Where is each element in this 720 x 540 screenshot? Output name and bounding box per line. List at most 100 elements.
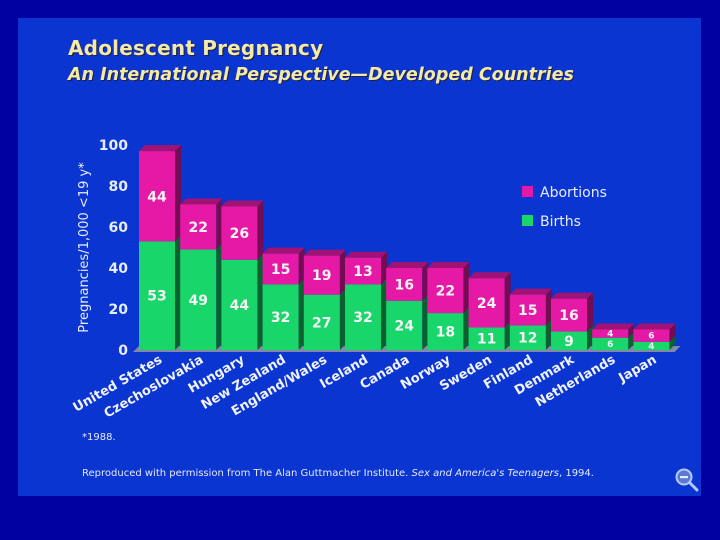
bar-births-side	[339, 288, 346, 350]
bar-abortions-top	[427, 262, 470, 268]
value-label-abortions: 15	[518, 303, 537, 319]
bar-births	[509, 325, 546, 350]
credit-book-title: Sex and America's Teenagers	[411, 468, 559, 479]
bar-abortions	[386, 268, 423, 301]
legend-label-abortions: Abortions	[540, 185, 607, 201]
bar-births-side	[175, 235, 181, 350]
value-label-births: 32	[271, 310, 290, 326]
bar-births	[427, 313, 464, 350]
value-label-births: 6	[607, 340, 613, 350]
bar-births	[139, 241, 175, 350]
bar-births-side	[669, 335, 676, 350]
bar-abortions	[592, 329, 629, 338]
bar-abortions-top	[303, 249, 346, 256]
value-label-abortions: 22	[436, 284, 455, 300]
category-label: Japan	[616, 352, 660, 386]
bar-abortions-top	[180, 198, 223, 205]
bar-abortions-side	[463, 262, 470, 314]
credit-prefix: Reproduced with permission from The Alan…	[82, 468, 412, 479]
credit-text: Reproduced with permission from The Alan…	[82, 468, 602, 479]
bar-abortions-side	[587, 292, 593, 332]
value-label-abortions: 24	[477, 296, 497, 312]
footnote: *1988.	[82, 432, 116, 443]
value-label-abortions: 13	[353, 264, 372, 280]
value-label-abortions: 26	[230, 226, 249, 242]
bar-abortions	[262, 253, 299, 285]
bar-abortions	[221, 206, 258, 260]
value-label-abortions: 19	[312, 268, 331, 284]
bar-abortions	[139, 151, 175, 242]
y-tick-label: 40	[109, 261, 129, 277]
bar-births-side	[545, 319, 552, 350]
bar-abortions	[427, 268, 464, 314]
value-label-births: 24	[394, 318, 414, 334]
legend-label-births: Births	[540, 214, 581, 230]
bar-abortions	[303, 255, 340, 295]
bar-abortions-side	[298, 247, 305, 285]
bar-abortions-top	[592, 323, 635, 330]
value-label-abortions: 22	[188, 220, 207, 236]
value-label-abortions: 15	[271, 262, 290, 278]
value-label-abortions: 4	[607, 330, 613, 340]
y-tick-label: 0	[118, 343, 128, 359]
bar-births-side	[381, 278, 387, 350]
y-tick-label: 60	[109, 220, 129, 236]
bar-births-side	[257, 253, 264, 350]
value-label-births: 27	[312, 315, 331, 331]
bar-abortions-side	[339, 249, 346, 295]
bar-abortions-top	[509, 288, 552, 295]
bar-abortions-side	[257, 200, 264, 260]
stacked-bar-chart: Pregnancies/1,000 <19 y*0204060801004453…	[71, 138, 681, 418]
bar-abortions-top	[262, 247, 305, 254]
value-label-abortions: 6	[648, 332, 654, 342]
bar-abortions-side	[545, 288, 552, 326]
value-label-abortions: 16	[559, 308, 578, 324]
y-tick-label: 100	[99, 138, 128, 154]
y-axis-label: Pregnancies/1,000 <19 y*	[77, 162, 92, 333]
bar-abortions-side	[504, 272, 511, 328]
bar-births-side	[463, 307, 470, 350]
bar-births	[221, 259, 258, 350]
value-label-births: 53	[147, 289, 166, 305]
bar-births	[386, 300, 423, 350]
bar-births	[633, 341, 670, 350]
value-label-births: 18	[436, 325, 455, 341]
bar-births-side	[504, 321, 511, 350]
bar-births	[551, 331, 587, 350]
value-label-births: 49	[188, 293, 207, 309]
value-label-births: 4	[648, 342, 654, 352]
bar-abortions-side	[216, 198, 223, 250]
slide-panel: Adolescent Pregnancy An International Pe…	[18, 18, 701, 496]
value-label-births: 44	[230, 298, 250, 314]
bar-abortions	[345, 257, 381, 285]
value-label-births: 11	[477, 332, 496, 348]
zoom-out-magnifier-icon[interactable]	[674, 467, 700, 493]
bar-abortions-top	[633, 323, 676, 330]
bar-births	[262, 284, 299, 350]
bar-abortions-side	[422, 262, 429, 301]
bar-abortions	[468, 278, 505, 328]
value-label-abortions: 44	[147, 189, 167, 205]
value-label-births: 9	[564, 334, 574, 350]
value-label-abortions: 16	[394, 277, 413, 293]
bar-births-side	[298, 278, 305, 350]
bar-births	[468, 327, 505, 350]
bar-abortions-side	[669, 323, 676, 342]
bar-abortions-top	[468, 272, 511, 279]
bar-abortions	[509, 294, 546, 326]
legend-swatch-abortions	[522, 186, 533, 197]
bar-abortions-side	[628, 323, 635, 338]
chart-subtitle: An International Perspective—Developed C…	[68, 65, 574, 85]
credit-suffix: , 1994.	[558, 468, 594, 479]
bar-births	[345, 284, 381, 350]
bar-abortions-top	[386, 262, 429, 268]
legend-swatch-births	[522, 215, 533, 226]
y-tick-label: 20	[109, 302, 129, 318]
bar-births	[303, 294, 340, 350]
value-label-births: 32	[353, 310, 372, 326]
bar-abortions-top	[139, 145, 181, 152]
bar-abortions-top	[345, 251, 387, 258]
bar-abortions-top	[551, 292, 593, 299]
bar-abortions	[180, 204, 217, 250]
chart-title: Adolescent Pregnancy	[68, 36, 324, 60]
